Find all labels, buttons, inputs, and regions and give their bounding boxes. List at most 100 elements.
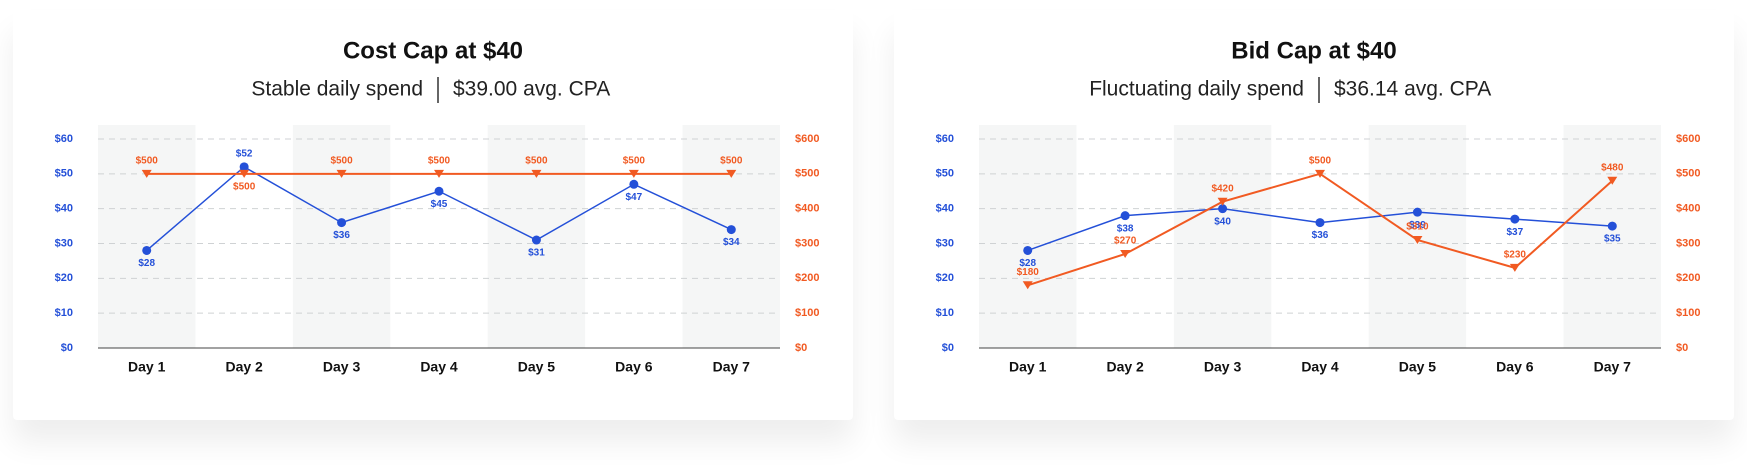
marker <box>337 218 347 228</box>
y2-tick-label: $400 <box>795 203 819 215</box>
data-label: $500 <box>136 155 159 166</box>
data-label: $40 <box>1214 216 1231 227</box>
band-shade <box>979 125 1077 348</box>
band-shade <box>682 125 780 348</box>
y2-tick-label: $100 <box>795 307 819 319</box>
data-label: $28 <box>1019 258 1036 269</box>
data-label: $270 <box>1114 236 1137 247</box>
y2-tick-label: $100 <box>1676 307 1700 319</box>
y2-tick-label: $200 <box>795 272 819 284</box>
band-shade <box>98 125 196 348</box>
data-label: $500 <box>428 155 451 166</box>
data-label: $38 <box>1117 223 1134 234</box>
x-tick-label: Day 2 <box>1106 359 1144 375</box>
marker <box>1022 281 1033 290</box>
marker <box>1412 236 1423 245</box>
x-tick-label: Day 1 <box>128 359 166 375</box>
y2-tick-label: $0 <box>795 342 807 354</box>
x-tick-label: Day 6 <box>1496 359 1534 375</box>
marker <box>531 235 541 245</box>
y2-tick-label: $600 <box>795 133 819 145</box>
y2-tick-label: $500 <box>1676 168 1700 180</box>
data-label: $37 <box>1507 227 1524 238</box>
y-tick-label: $10 <box>936 307 954 319</box>
data-label: $500 <box>330 155 353 166</box>
band-shade <box>1563 125 1661 348</box>
marker <box>1218 204 1228 214</box>
marker <box>1217 197 1228 206</box>
x-tick-label: Day 7 <box>1594 359 1632 375</box>
data-label: $420 <box>1211 183 1234 194</box>
data-label: $47 <box>626 192 643 203</box>
chart-subtitle: Stable daily spend <box>251 78 423 101</box>
y2-tick-label: $300 <box>1676 237 1700 249</box>
marker <box>434 169 444 178</box>
data-label: $31 <box>528 248 545 259</box>
marker <box>1607 176 1618 185</box>
y-tick-label: $20 <box>55 272 73 284</box>
x-tick-label: Day 4 <box>1301 359 1339 375</box>
marker <box>1315 218 1325 228</box>
chart: Bid Cap at $40 Fluctuating daily spend $36… <box>936 37 1701 375</box>
y2-tick-label: $0 <box>1676 342 1688 354</box>
y-tick-label: $30 <box>55 237 73 249</box>
y-tick-label: $0 <box>61 342 73 354</box>
data-label: $480 <box>1601 162 1624 173</box>
marker <box>1120 211 1130 221</box>
marker <box>434 186 444 196</box>
y2-tick-label: $300 <box>795 237 819 249</box>
data-label: $36 <box>1312 230 1329 241</box>
data-label: $52 <box>236 149 253 160</box>
y-tick-label: $50 <box>936 168 954 180</box>
chart-title: Bid Cap at $40 <box>1231 37 1396 64</box>
chart-subtitle: $39.00 avg. CPA <box>453 78 610 101</box>
y2-tick-label: $500 <box>795 168 819 180</box>
x-tick-label: Day 1 <box>1009 359 1047 375</box>
y2-tick-label: $200 <box>1676 272 1700 284</box>
marker <box>141 169 152 178</box>
marker <box>629 179 639 189</box>
x-tick-label: Day 2 <box>225 359 263 375</box>
x-tick-label: Day 3 <box>323 359 361 375</box>
x-tick-label: Day 7 <box>713 359 751 375</box>
chart-subtitle: $36.14 avg. CPA <box>1334 78 1491 101</box>
data-label: $310 <box>1406 222 1429 233</box>
marker <box>1509 263 1520 272</box>
data-label: $500 <box>623 155 646 166</box>
data-label: $500 <box>525 155 548 166</box>
data-label: $39 <box>1409 220 1426 231</box>
y-tick-label: $40 <box>55 203 73 215</box>
data-label: $500 <box>720 155 743 166</box>
x-tick-label: Day 3 <box>1204 359 1242 375</box>
data-label: $500 <box>233 181 256 192</box>
y-tick-label: $30 <box>936 237 954 249</box>
data-label: $230 <box>1504 250 1527 261</box>
data-label: $28 <box>138 258 155 269</box>
y2-tick-label: $600 <box>1676 133 1700 145</box>
y-tick-label: $20 <box>936 272 954 284</box>
marker <box>336 169 347 178</box>
y-tick-label: $40 <box>936 203 954 215</box>
marker <box>628 169 639 178</box>
marker <box>1023 245 1033 255</box>
marker <box>1607 221 1617 231</box>
marker <box>1412 207 1422 217</box>
marker <box>531 169 542 178</box>
y-tick-label: $60 <box>936 133 954 145</box>
marker <box>726 169 737 178</box>
chart: Cost Cap at $40 Stable daily spend $39.00 … <box>55 37 820 375</box>
data-label: $35 <box>1604 234 1621 245</box>
band-shade <box>292 125 391 348</box>
marker <box>239 162 249 172</box>
marker <box>1120 249 1131 258</box>
data-label: $500 <box>1309 155 1332 166</box>
x-tick-label: Day 5 <box>1399 359 1437 375</box>
chart-card: Bid Cap at $40 Fluctuating daily spend $36… <box>894 10 1734 420</box>
y2-tick-label: $400 <box>1676 203 1700 215</box>
y-tick-label: $0 <box>942 342 954 354</box>
chart-card: Cost Cap at $40 Stable daily spend $39.00 … <box>13 10 853 420</box>
marker <box>142 245 152 255</box>
x-tick-label: Day 5 <box>518 359 556 375</box>
data-label: $36 <box>333 230 350 241</box>
